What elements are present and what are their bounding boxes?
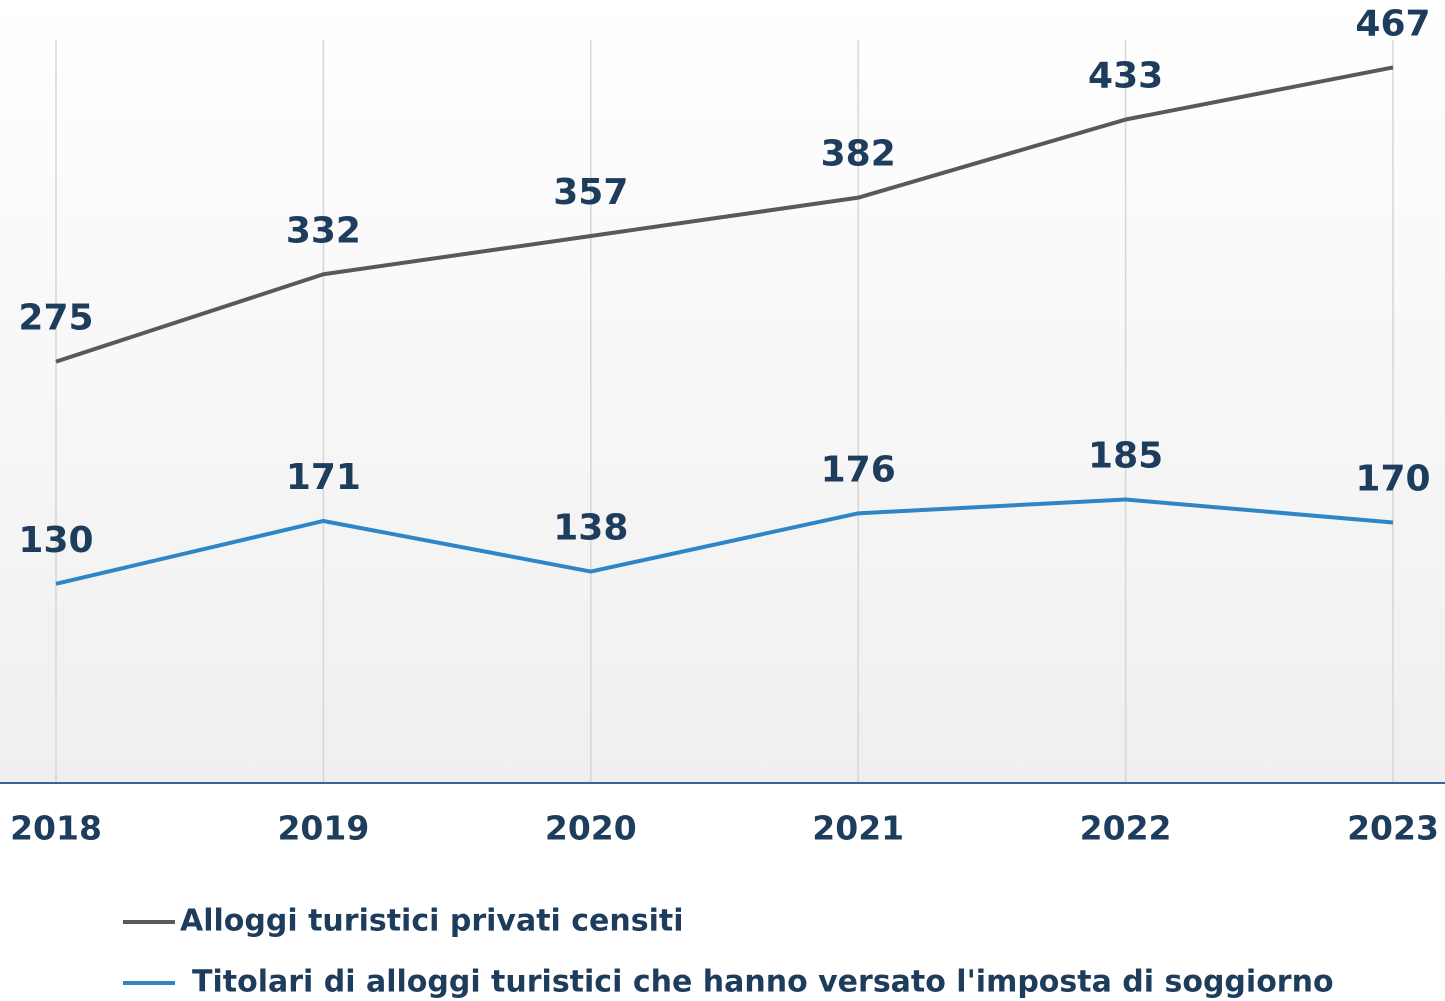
data-label: 176 — [821, 449, 896, 490]
data-label: 467 — [1355, 3, 1430, 44]
x-tick-label: 2019 — [277, 809, 369, 848]
x-tick-label: 2020 — [545, 809, 637, 848]
series-line — [55, 65, 1394, 364]
data-label: 332 — [286, 210, 361, 251]
data-label: 433 — [1088, 56, 1163, 97]
legend-label: Alloggi turistici privati censiti — [180, 904, 684, 939]
data-label: 171 — [286, 457, 361, 498]
data-label: 382 — [821, 134, 896, 175]
data-label: 138 — [553, 508, 628, 549]
data-label: 170 — [1355, 459, 1430, 500]
plot-background — [0, 0, 1445, 783]
x-tick-label: 2021 — [812, 809, 904, 848]
x-tick-label: 2018 — [10, 809, 102, 848]
data-label: 130 — [18, 520, 93, 561]
legend-label: Titolari di alloggi turistici che hanno … — [192, 965, 1334, 1000]
data-label: 357 — [553, 172, 628, 213]
x-tick-label: 2023 — [1347, 809, 1439, 848]
x-tick-label: 2022 — [1080, 809, 1172, 848]
series-line — [55, 497, 1394, 586]
data-label: 185 — [1088, 436, 1163, 477]
data-label: 275 — [18, 298, 93, 339]
